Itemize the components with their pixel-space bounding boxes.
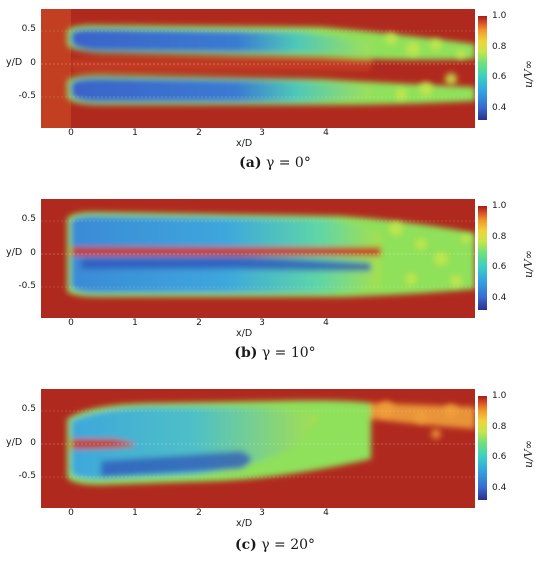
caption-text: γ = 10° (261, 345, 316, 361)
x-tick: 0 (68, 128, 74, 138)
caption-a: (a) γ = 0° (239, 155, 311, 171)
colorbar (478, 16, 487, 120)
x-tick: 1 (132, 508, 138, 518)
caption-text: γ = 0° (265, 155, 311, 171)
x-tick: 1 (132, 128, 138, 138)
x-tick: 4 (323, 128, 329, 138)
colorbar-tick: 0.8 (492, 422, 507, 432)
x-axis-label: x/D (236, 138, 253, 149)
velocity-field-b (41, 199, 475, 318)
x-tick: 4 (323, 508, 329, 518)
colorbar-label: u/V∞ (522, 60, 535, 88)
panel-tag: c (241, 537, 251, 553)
colorbar-tick: 0.6 (492, 262, 507, 272)
x-tick: 3 (259, 318, 265, 328)
y-tick: 0 (30, 248, 36, 258)
colorbar-tick: 1.0 (492, 201, 507, 211)
x-tick: 3 (259, 508, 265, 518)
x-axis-label: x/D (236, 328, 253, 339)
x-axis-label: x/D (236, 518, 253, 529)
y-tick: 0.5 (21, 214, 36, 224)
y-axis-label: y/D (6, 437, 23, 448)
y-tick: 0.5 (21, 24, 36, 34)
y-axis-label: y/D (6, 247, 23, 258)
x-tick: 3 (259, 128, 265, 138)
y-tick: -0.5 (18, 281, 36, 291)
colorbar-tick: 1.0 (492, 11, 507, 21)
caption-text: γ = 20° (261, 537, 316, 553)
y-tick: 0 (30, 438, 36, 448)
caption-c: (c) γ = 20° (234, 537, 316, 553)
y-tick: 0.5 (21, 404, 36, 414)
colorbar-tick: 0.4 (492, 103, 507, 113)
colorbar-tick: 0.6 (492, 452, 507, 462)
x-tick: 4 (323, 318, 329, 328)
velocity-field-c (41, 389, 475, 508)
colorbar-tick: 0.4 (492, 483, 507, 493)
panel-tag: a (245, 155, 255, 171)
x-tick: 0 (68, 508, 74, 518)
colorbar-tick: 0.8 (492, 42, 507, 52)
colorbar-tick: 0.6 (492, 72, 507, 82)
panel-tag: b (240, 345, 251, 361)
caption-b: (b) γ = 10° (234, 345, 316, 361)
x-tick: 2 (196, 128, 202, 138)
y-tick: -0.5 (18, 91, 36, 101)
colorbar-tick: 0.8 (492, 232, 507, 242)
x-tick: 2 (196, 508, 202, 518)
colorbar-tick: 1.0 (492, 391, 507, 401)
x-tick: 2 (196, 318, 202, 328)
y-tick: -0.5 (18, 471, 36, 481)
colorbar (478, 396, 487, 500)
colorbar-label: u/V∞ (522, 440, 535, 468)
velocity-field-a (41, 9, 475, 128)
x-tick: 0 (68, 318, 74, 328)
colorbar-label: u/V∞ (522, 250, 535, 278)
y-tick: 0 (30, 58, 36, 68)
colorbar-tick: 0.4 (492, 293, 507, 303)
y-axis-label: y/D (6, 57, 23, 68)
x-tick: 1 (132, 318, 138, 328)
colorbar (478, 206, 487, 310)
